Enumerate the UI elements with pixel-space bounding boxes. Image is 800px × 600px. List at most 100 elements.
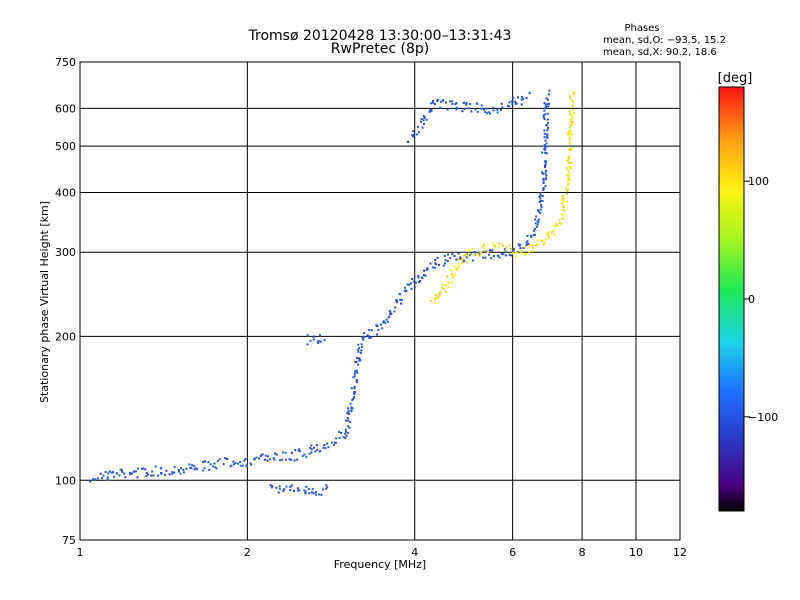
echo-point xyxy=(527,243,530,246)
echo-point xyxy=(524,246,527,249)
echo-point xyxy=(410,287,413,290)
y-tick-label: 200 xyxy=(55,330,76,343)
echo-point xyxy=(239,464,242,467)
echo-point xyxy=(243,459,246,462)
echo-point xyxy=(344,428,347,431)
echo-point xyxy=(273,458,276,461)
echo-point xyxy=(305,485,308,488)
echo-point xyxy=(548,89,551,92)
echo-point xyxy=(570,146,573,149)
echo-point xyxy=(327,446,330,449)
echo-point xyxy=(571,117,574,120)
echo-point xyxy=(546,233,549,236)
echo-point xyxy=(441,286,444,289)
echo-point xyxy=(567,168,569,171)
echo-point xyxy=(264,454,267,457)
echo-point xyxy=(573,93,576,96)
echo-point xyxy=(420,118,423,121)
echo-point xyxy=(347,409,350,412)
echo-point xyxy=(168,473,171,476)
echo-point xyxy=(347,407,349,410)
echo-point xyxy=(104,471,107,473)
echo-point xyxy=(323,339,326,342)
echo-point xyxy=(213,462,216,465)
echo-point xyxy=(528,92,531,94)
echo-point xyxy=(468,103,471,106)
echo-point xyxy=(450,273,453,276)
echo-point xyxy=(269,484,272,487)
echo-point xyxy=(428,110,431,113)
echo-point xyxy=(523,253,526,255)
echo-point xyxy=(413,286,416,289)
echo-point xyxy=(534,218,537,221)
echo-point xyxy=(278,485,281,488)
echo-point xyxy=(193,468,196,471)
echo-point xyxy=(310,448,313,451)
echo-point xyxy=(526,234,529,237)
echo-point xyxy=(567,156,570,158)
echo-point xyxy=(347,413,350,415)
echo-point xyxy=(145,472,148,474)
echo-point xyxy=(467,249,470,252)
x-tick-label: 10 xyxy=(629,546,643,559)
echo-point xyxy=(519,250,522,253)
echo-point xyxy=(529,244,532,246)
echo-point xyxy=(476,252,479,255)
echo-point xyxy=(485,250,488,253)
echo-point xyxy=(556,224,559,227)
echo-point xyxy=(456,268,459,271)
echo-point xyxy=(572,109,575,111)
echo-point xyxy=(510,252,513,255)
echo-point xyxy=(387,320,390,323)
echo-point xyxy=(457,258,460,261)
echo-point xyxy=(271,484,273,487)
echo-point xyxy=(500,252,503,255)
echo-point xyxy=(189,466,192,469)
echo-point xyxy=(267,455,269,458)
echo-point xyxy=(164,473,167,476)
echo-point xyxy=(271,486,274,489)
echo-point xyxy=(567,134,570,137)
echo-point xyxy=(324,447,327,450)
echo-point xyxy=(530,236,533,238)
echo-point xyxy=(429,109,432,112)
echo-point xyxy=(462,102,465,104)
echo-point xyxy=(566,193,569,195)
echo-point xyxy=(563,209,566,212)
echo-point xyxy=(478,254,481,257)
echo-point xyxy=(340,431,342,434)
echo-point xyxy=(544,145,547,148)
echo-point xyxy=(534,244,537,247)
echo-point xyxy=(310,444,313,447)
echo-point xyxy=(315,444,318,446)
echo-point xyxy=(447,286,450,289)
echo-point xyxy=(417,131,420,134)
echo-point xyxy=(444,262,446,265)
echo-point xyxy=(108,470,111,473)
echo-point xyxy=(290,484,293,487)
echo-point xyxy=(399,293,402,296)
echo-point xyxy=(399,298,402,301)
echo-point xyxy=(368,337,371,339)
echo-point xyxy=(234,462,237,465)
colorbar-ticks: 100 0 −100 xyxy=(744,175,778,424)
echo-point xyxy=(110,471,113,474)
echo-point xyxy=(493,244,496,247)
echo-point xyxy=(443,254,446,257)
echo-point xyxy=(492,106,495,109)
echo-point xyxy=(458,263,461,266)
echo-point xyxy=(543,117,546,120)
echo-point xyxy=(433,301,436,304)
echo-point xyxy=(449,269,452,272)
echo-point xyxy=(344,437,347,440)
echo-point xyxy=(356,356,358,359)
echo-point xyxy=(309,447,312,449)
echo-point xyxy=(344,432,347,435)
phases-o-stats: mean, sd,O: −93.5, 15.2 xyxy=(603,35,726,46)
echo-point xyxy=(282,451,285,454)
echo-point xyxy=(481,246,484,249)
echo-point xyxy=(569,126,571,129)
echo-point xyxy=(303,453,306,456)
echo-point xyxy=(182,468,185,471)
